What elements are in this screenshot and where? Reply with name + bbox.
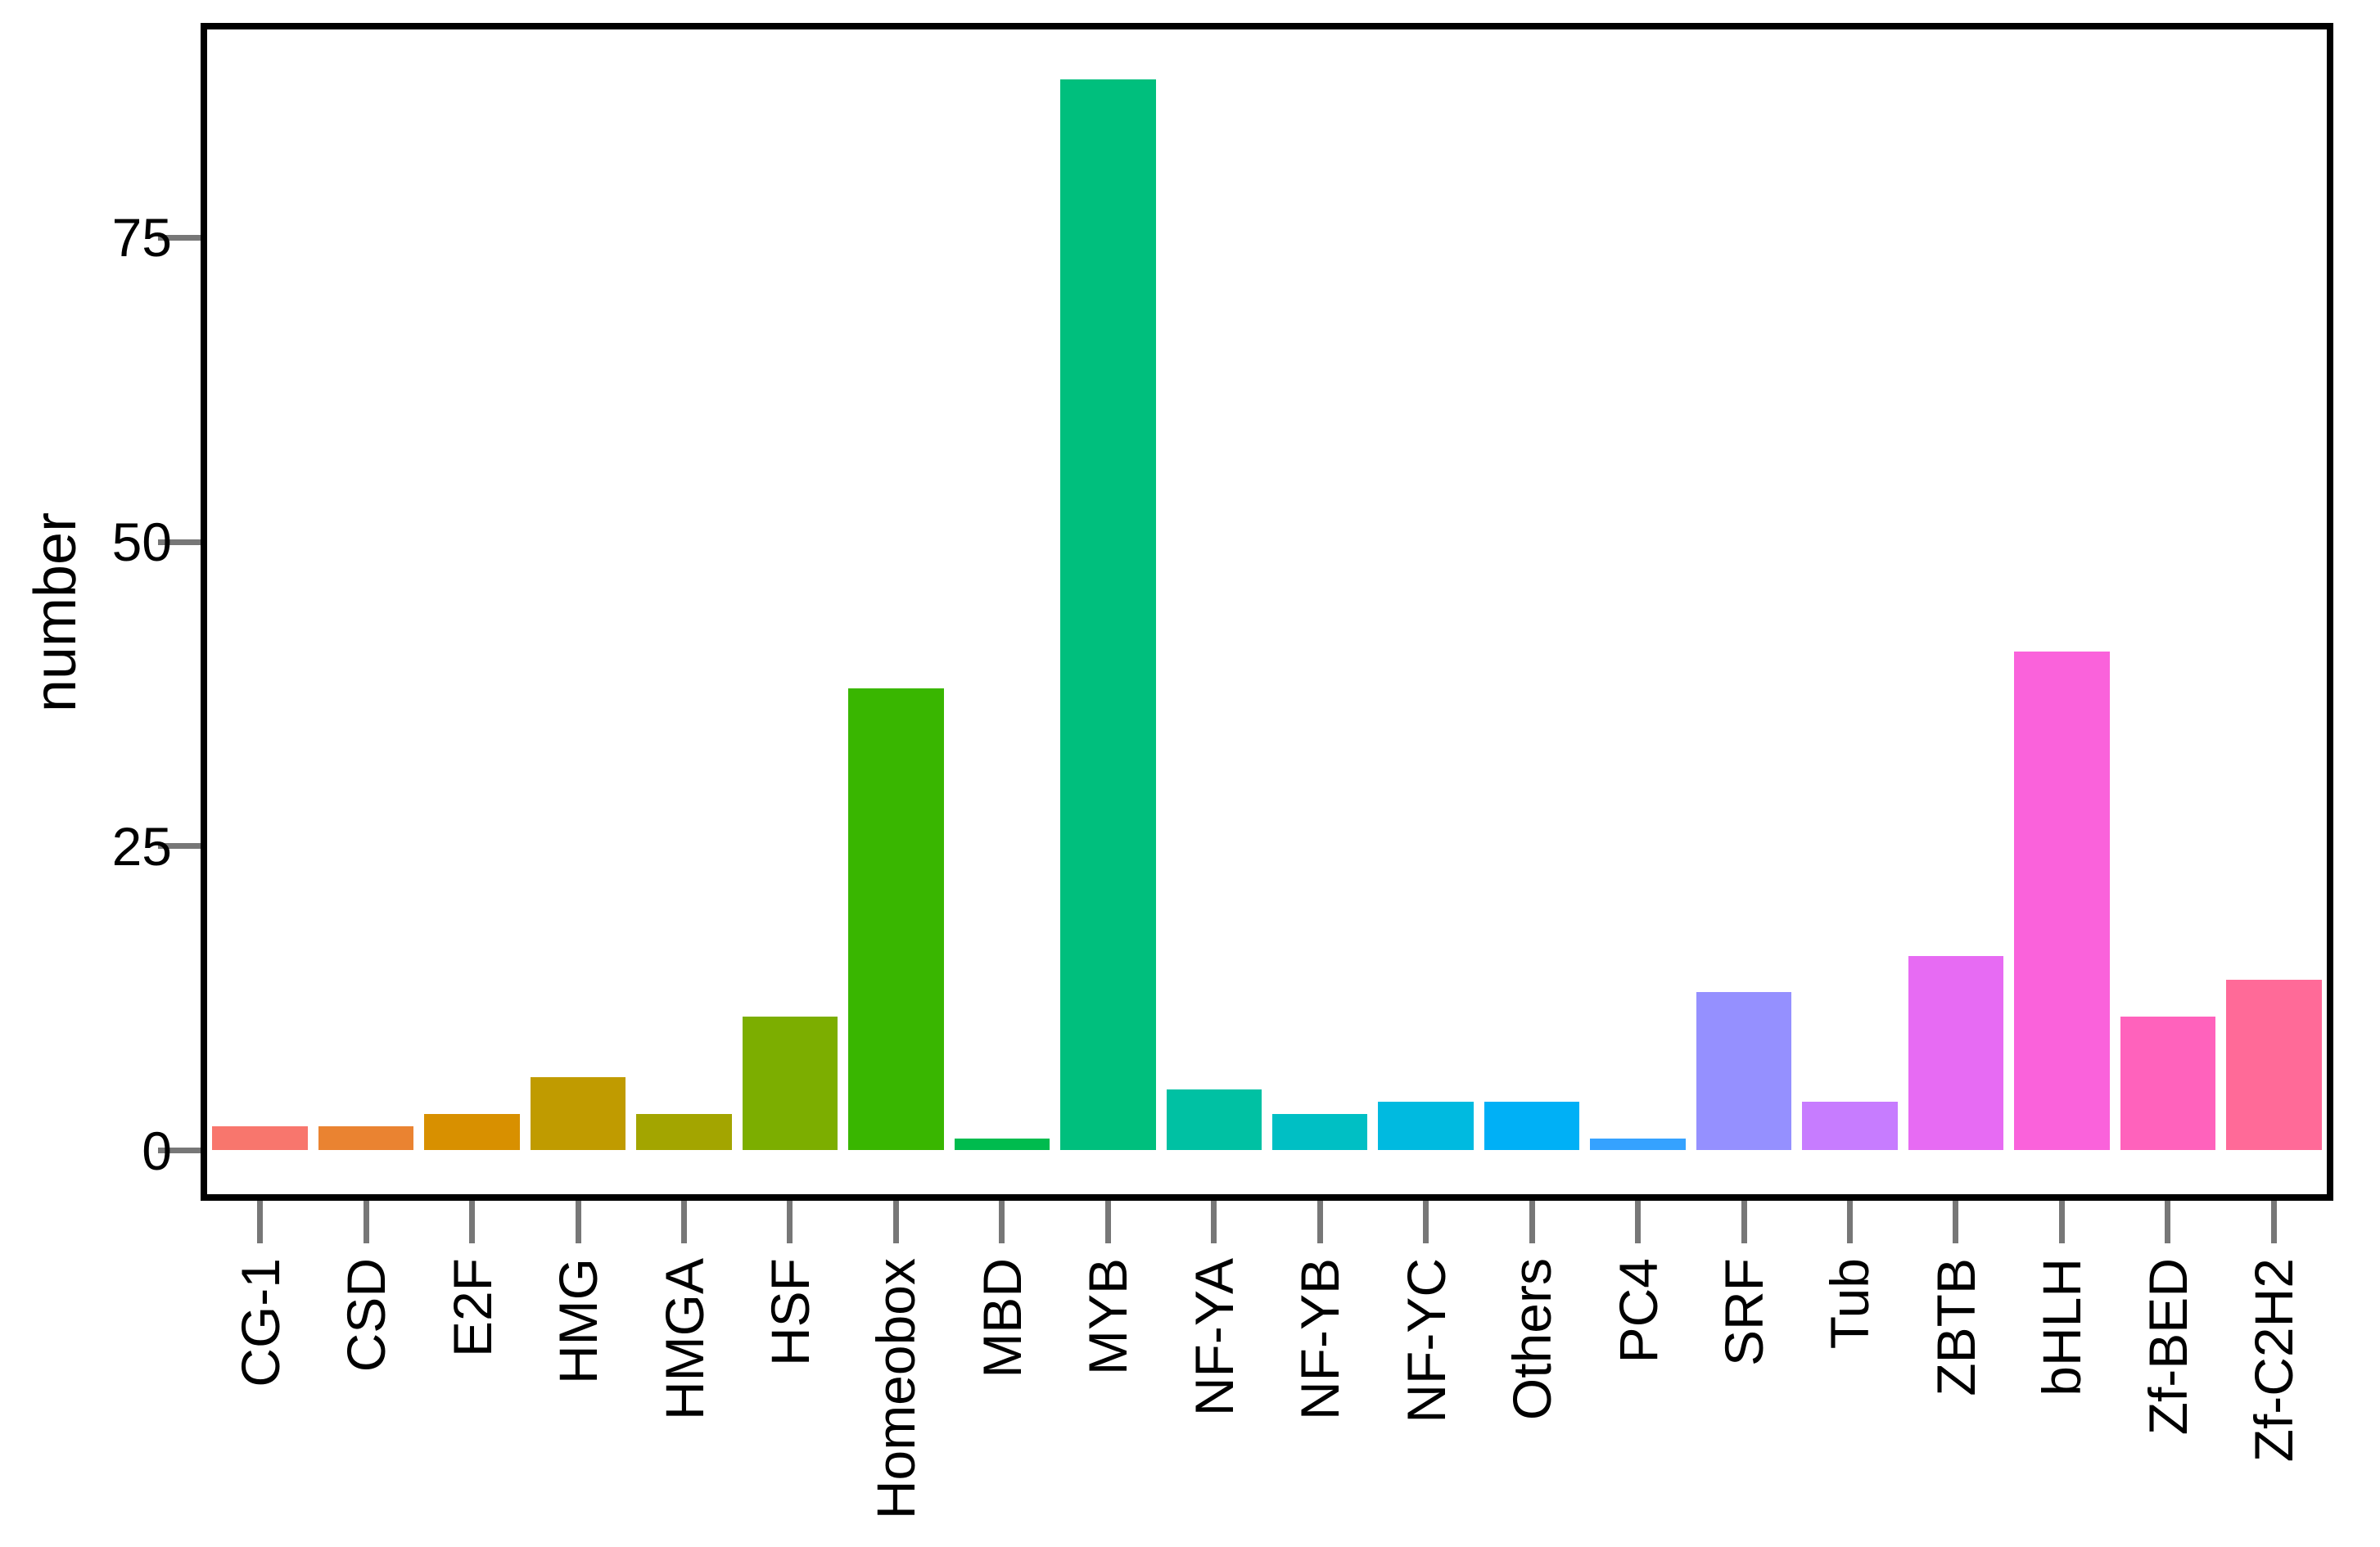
bar-SRF [1696, 992, 1792, 1151]
x-tick-label-CG-1: CG-1 [229, 1258, 291, 1387]
x-tick-label-MBD: MBD [971, 1258, 1032, 1378]
x-tick-CSD [363, 1201, 369, 1243]
x-tick-NF-YB [1316, 1201, 1323, 1243]
x-tick-Others [1529, 1201, 1535, 1243]
x-tick-label-NF-YB: NF-YB [1289, 1258, 1351, 1420]
x-tick-label-NF-YA: NF-YA [1183, 1258, 1244, 1417]
bar-HMG [530, 1077, 626, 1151]
y-tick-label-25: 25 [111, 815, 172, 877]
x-tick-E2F [469, 1201, 476, 1243]
x-tick-label-PC4: PC4 [1607, 1258, 1669, 1364]
y-tick-75 [158, 234, 201, 241]
bar-CG-1 [212, 1125, 308, 1151]
x-tick-label-Homeobox: Homeobox [865, 1258, 927, 1520]
bar-Zf-C2H2 [2226, 980, 2322, 1151]
x-tick-Homeobox [892, 1201, 899, 1243]
bar-Others [1484, 1102, 1580, 1151]
x-tick-bHLH [2058, 1201, 2065, 1243]
bar-MBD [954, 1138, 1050, 1151]
y-tick-label-50: 50 [111, 512, 172, 573]
x-tick-label-Zf-C2H2: Zf-C2H2 [2243, 1258, 2305, 1463]
bar-E2F [424, 1113, 520, 1151]
bar-NF-YC [1378, 1102, 1474, 1151]
y-tick-25 [158, 843, 201, 850]
x-tick-label-HSF: HSF [759, 1258, 820, 1366]
bar-Zf-BED [2120, 1016, 2216, 1151]
x-tick-label-HMG: HMG [548, 1258, 609, 1384]
y-tick-50 [158, 539, 201, 545]
x-tick-Zf-BED [2165, 1201, 2171, 1243]
x-tick-SRF [1741, 1201, 1747, 1243]
x-tick-label-HMGA: HMGA [653, 1258, 715, 1420]
x-tick-HSF [787, 1201, 793, 1243]
x-tick-label-CSD: CSD [336, 1258, 397, 1373]
y-tick-0 [158, 1148, 201, 1153]
bar-bHLH [2014, 651, 2110, 1151]
x-tick-label-NF-YC: NF-YC [1395, 1258, 1456, 1423]
x-tick-HMGA [681, 1201, 688, 1243]
bar-Homeobox [848, 688, 944, 1151]
bar-HSF [742, 1016, 838, 1151]
x-tick-label-SRF: SRF [1714, 1258, 1775, 1366]
x-tick-MYB [1104, 1201, 1111, 1243]
bar-NF-YA [1166, 1089, 1262, 1151]
bar-NF-YB [1271, 1113, 1368, 1151]
x-tick-HMG [575, 1201, 581, 1243]
bar-Tub [1802, 1102, 1898, 1151]
bar-PC4 [1590, 1138, 1686, 1151]
x-tick-NF-YC [1423, 1201, 1429, 1243]
bar-ZBTB [1908, 955, 2004, 1151]
y-tick-label-75: 75 [111, 207, 172, 268]
bar-MYB [1060, 79, 1156, 1151]
bar-HMGA [636, 1113, 732, 1151]
plot-panel [201, 23, 2333, 1201]
x-tick-label-ZBTB: ZBTB [1925, 1258, 1986, 1396]
x-tick-PC4 [1635, 1201, 1642, 1243]
x-tick-CG-1 [257, 1201, 264, 1243]
x-tick-label-Tub: Tub [1819, 1258, 1881, 1350]
x-tick-Tub [1846, 1201, 1853, 1243]
x-tick-label-Others: Others [1502, 1258, 1563, 1421]
x-tick-Zf-C2H2 [2270, 1201, 2277, 1243]
bar-CSD [318, 1125, 414, 1151]
x-tick-label-E2F: E2F [441, 1258, 503, 1358]
x-tick-MBD [999, 1201, 1005, 1243]
x-tick-label-bHLH: bHLH [2031, 1258, 2093, 1396]
x-tick-label-MYB: MYB [1077, 1258, 1139, 1376]
x-tick-NF-YA [1211, 1201, 1217, 1243]
x-tick-label-Zf-BED: Zf-BED [2137, 1258, 2198, 1436]
y-tick-label-0: 0 [142, 1120, 172, 1181]
x-tick-ZBTB [1953, 1201, 1959, 1243]
bars-group [207, 29, 2327, 1194]
